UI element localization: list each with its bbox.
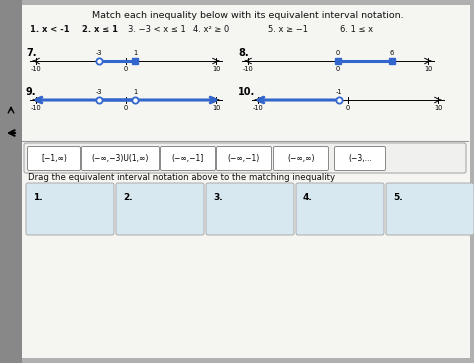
Text: 3. −3 < x ≤ 1: 3. −3 < x ≤ 1 [128,25,186,34]
FancyBboxPatch shape [26,183,114,235]
Text: 5. x ≥ −1: 5. x ≥ −1 [268,25,308,34]
Text: (−∞,−1): (−∞,−1) [228,154,260,163]
Text: Drag the equivalent interval notation above to the matching inequality: Drag the equivalent interval notation ab… [28,173,335,182]
Text: 0: 0 [124,105,128,111]
Text: -10: -10 [31,66,41,72]
Text: 10: 10 [212,66,220,72]
Text: 9.: 9. [26,87,36,97]
Text: 10: 10 [434,105,442,111]
Text: -3: -3 [96,89,102,95]
Text: -10: -10 [243,66,254,72]
Text: 2. x ≤ 1: 2. x ≤ 1 [82,25,118,34]
Text: -10: -10 [31,105,41,111]
Text: 8.: 8. [238,48,249,58]
Text: (−∞,−3)U(1,∞): (−∞,−3)U(1,∞) [92,154,149,163]
Text: 2.: 2. [123,193,133,202]
FancyBboxPatch shape [273,147,328,171]
Text: -10: -10 [253,105,264,111]
Text: -3: -3 [96,50,102,56]
Text: 6. 1 ≤ x: 6. 1 ≤ x [340,25,373,34]
FancyBboxPatch shape [335,147,385,171]
FancyBboxPatch shape [27,147,81,171]
Text: Match each inequality below with its equivalent interval notation.: Match each inequality below with its equ… [92,11,404,20]
Text: 4. x² ≥ 0: 4. x² ≥ 0 [193,25,229,34]
Bar [0,0,22,363]
FancyBboxPatch shape [206,183,294,235]
Text: 1.: 1. [33,193,43,202]
Text: 10: 10 [212,105,220,111]
FancyBboxPatch shape [161,147,216,171]
FancyBboxPatch shape [24,143,466,173]
Text: 6: 6 [390,50,394,56]
Text: 0: 0 [124,66,128,72]
FancyBboxPatch shape [386,183,474,235]
Text: 0: 0 [346,105,350,111]
FancyBboxPatch shape [296,183,384,235]
Text: 1: 1 [133,89,137,95]
Text: [−1,∞): [−1,∞) [41,154,67,163]
Text: (−∞,−1]: (−∞,−1] [172,154,204,163]
Text: 4.: 4. [303,193,313,202]
Text: 10.: 10. [238,87,255,97]
Text: 1. x < -1: 1. x < -1 [30,25,70,34]
Text: 7.: 7. [26,48,36,58]
Text: 5.: 5. [393,193,402,202]
Text: 0: 0 [336,66,340,72]
Text: 3.: 3. [213,193,223,202]
FancyBboxPatch shape [217,147,272,171]
FancyBboxPatch shape [116,183,204,235]
Text: (−∞,∞): (−∞,∞) [287,154,315,163]
FancyBboxPatch shape [82,147,159,171]
Text: 10: 10 [424,66,432,72]
Text: -1: -1 [336,89,342,95]
Text: 0: 0 [336,50,340,56]
Text: (−3,...: (−3,... [348,154,372,163]
Text: 1: 1 [133,50,137,56]
